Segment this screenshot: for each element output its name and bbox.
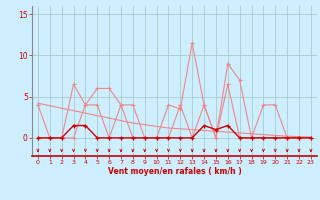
X-axis label: Vent moyen/en rafales ( km/h ): Vent moyen/en rafales ( km/h ) <box>108 167 241 176</box>
